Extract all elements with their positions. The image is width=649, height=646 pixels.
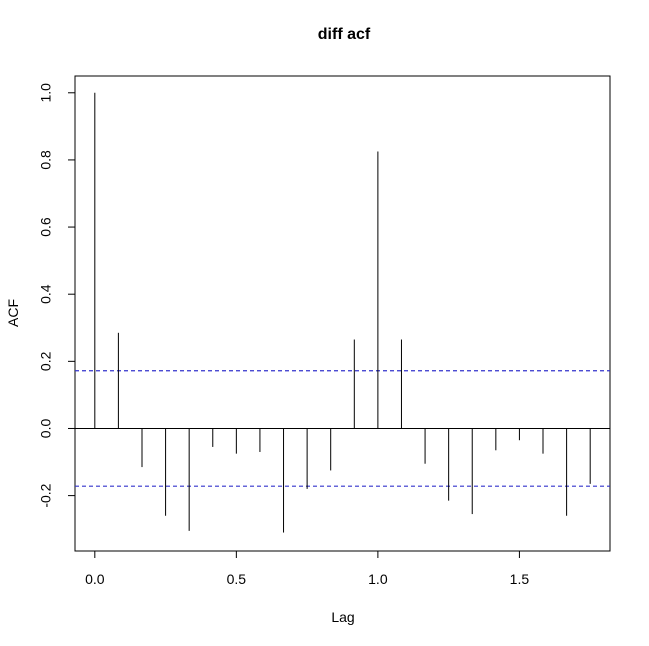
y-tick-label: 1.0 xyxy=(38,83,54,103)
y-tick-label: -0.2 xyxy=(38,483,54,507)
y-tick-label: 0.0 xyxy=(38,419,54,439)
x-tick-label: 0.5 xyxy=(227,571,247,587)
y-axis-label: ACF xyxy=(5,299,21,327)
x-tick-label: 1.0 xyxy=(368,571,388,587)
x-axis-label: Lag xyxy=(331,609,354,625)
x-tick-label: 1.5 xyxy=(510,571,530,587)
y-axis: -0.2 0.0 0.2 0.4 0.6 0.8 1.0 xyxy=(38,83,76,508)
acf-bars xyxy=(94,92,591,533)
y-tick-label: 0.8 xyxy=(38,150,54,170)
x-axis: 0.0 0.5 1.0 1.5 xyxy=(85,550,530,587)
y-tick-label: 0.2 xyxy=(38,351,54,371)
chart-title: diff acf xyxy=(318,26,371,43)
y-tick-label: 0.4 xyxy=(38,284,54,304)
plot-frame xyxy=(74,75,611,552)
y-tick-label: 0.6 xyxy=(38,217,54,237)
x-tick-label: 0.0 xyxy=(85,571,105,587)
